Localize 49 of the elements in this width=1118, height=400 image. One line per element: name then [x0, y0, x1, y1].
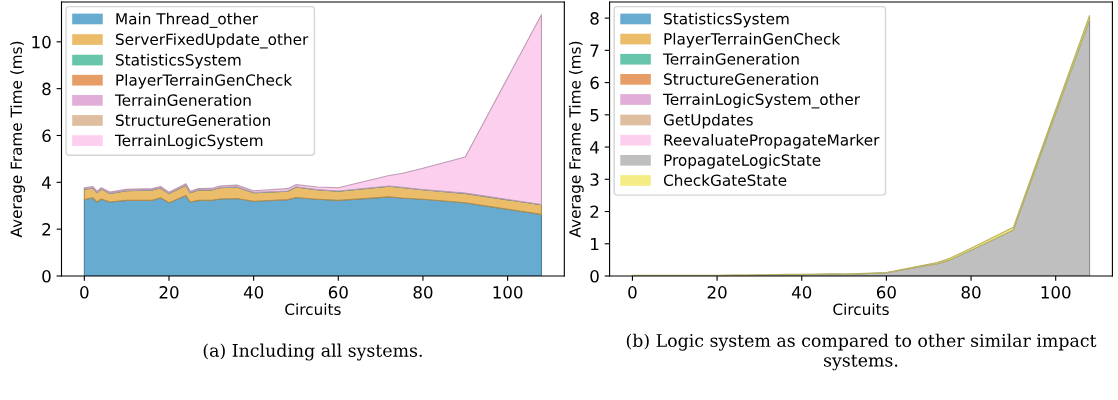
x-tick-label: 0: [628, 286, 637, 299]
y-tick-label: 5: [590, 109, 599, 122]
legend-label: ReevaluatePropagateMarker: [664, 133, 880, 149]
y-tick-label: 4: [41, 176, 51, 189]
y-tick-label: 6: [42, 129, 51, 143]
x-tick-label: 80: [413, 286, 433, 299]
legend-label: StructureGeneration: [664, 73, 819, 85]
legend-label: ServerFixedUpdate_other: [115, 33, 309, 49]
x-tick-label: 20: [159, 286, 179, 299]
legend-label: PropagateLogicState: [664, 154, 821, 169]
legend-label: TerrainLogicSystem: [114, 134, 263, 150]
x-axis-title: Circuits: [833, 303, 889, 316]
y-tick-label: 0: [590, 269, 599, 283]
legend-label: PlayerTerrainGenCheck: [664, 32, 841, 48]
x-axis-title: Circuits: [285, 303, 341, 316]
legend-label: StructureGeneration: [115, 114, 270, 127]
y-axis-title: Average Frame Time (ms): [568, 41, 584, 238]
legend-label: StatisticsSystem: [115, 53, 241, 69]
x-tick-label: 60: [876, 286, 896, 299]
y-axis-title: Average Frame Time (ms): [10, 41, 25, 238]
legend-label: TerrainGeneration: [663, 52, 799, 65]
y-tick-label: 8: [42, 82, 51, 96]
legend-label: GetUpdates: [663, 113, 753, 129]
y-tick-label: 2: [590, 205, 599, 218]
x-tick-label: 0: [80, 286, 89, 299]
y-tick-label: 6: [590, 76, 599, 90]
legend-label: PlayerTerrainGenCheck: [116, 73, 293, 89]
legend-label: StatisticsSystem: [664, 12, 789, 28]
legend-label: Main Thread_other: [116, 12, 259, 28]
text: (a) Including all systems.: [203, 343, 422, 361]
y-tick-label: 3: [590, 173, 599, 186]
y-tick-label: 7: [590, 44, 599, 57]
x-tick-label: 40: [791, 286, 812, 299]
x-tick-label: 100: [493, 286, 523, 299]
x-tick-label: 60: [328, 286, 348, 299]
y-tick-label: 4: [590, 141, 599, 154]
legend-label: CheckGateState: [663, 174, 787, 187]
x-tick-label: 40: [243, 286, 264, 299]
y-tick-label: 0: [42, 269, 51, 283]
x-tick-label: 100: [1041, 286, 1071, 299]
legend-label: TerrainLogicSystem_other: [663, 93, 861, 109]
y-tick-label: 8: [590, 12, 599, 25]
x-tick-label: 20: [707, 286, 727, 299]
y-tick-label: 10: [32, 35, 51, 49]
y-tick-label: 2: [42, 223, 51, 236]
y-tick-label: 1: [591, 237, 599, 251]
text: (b) Logic system as compared to other similar impact systems.: [626, 333, 1097, 371]
x-tick-label: 80: [961, 286, 981, 299]
legend-label: TerrainGeneration: [114, 94, 251, 106]
